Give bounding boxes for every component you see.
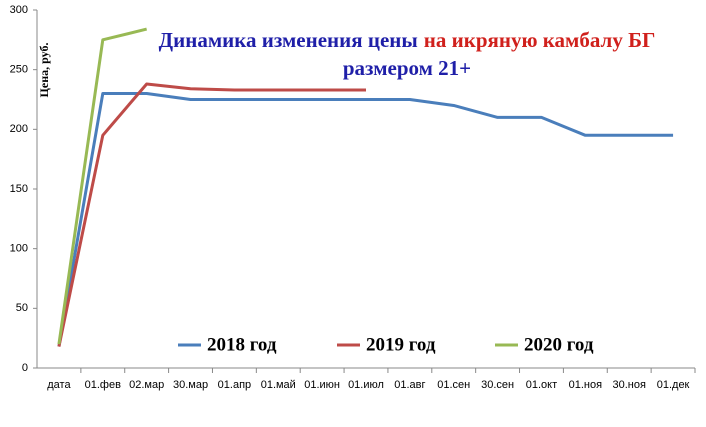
title-part: размером 21+ [343, 56, 471, 80]
title-part: Динамика изменения цены [159, 28, 418, 52]
x-tick-label: 02.мар [129, 379, 164, 391]
series-line [57, 27, 148, 345]
y-tick-label: 250 [10, 64, 28, 76]
legend-label: 2019 год [366, 334, 436, 355]
x-tick-label: 01.июн [304, 379, 340, 391]
y-axis-label: Цена, руб. [37, 43, 51, 98]
x-tick-label: 01.июл [348, 379, 384, 391]
chart-title: размером 21+ [343, 56, 471, 80]
x-tick-label: 01.сен [437, 379, 470, 391]
x-tick-label: 01.дек [657, 379, 690, 391]
y-tick-label: 50 [16, 302, 28, 314]
x-tick-label: 01.авг [394, 379, 425, 391]
title-part: на икряную камбалу БГ [424, 28, 656, 52]
series-line [57, 82, 366, 347]
y-tick-label: 100 [10, 243, 28, 255]
legend-label: 2020 год [524, 334, 594, 355]
chart-title: Динамика изменения цены на икряную камбал… [159, 28, 656, 52]
x-tick-label: 01.ноя [569, 379, 602, 391]
x-tick-label: 01.апр [218, 379, 251, 391]
x-tick-label: 01.окт [526, 379, 557, 391]
series-line [57, 92, 674, 347]
x-tick-label: дата [47, 379, 71, 391]
x-tick-label: 01.май [261, 379, 296, 391]
legend-label: 2018 год [207, 334, 277, 355]
y-tick-label: 300 [10, 4, 28, 16]
y-tick-label: 200 [10, 123, 28, 135]
x-tick-label: 30.ноя [612, 379, 645, 391]
x-tick-label: 01.фев [85, 379, 121, 391]
x-tick-label: 30.мар [173, 379, 208, 391]
y-tick-label: 150 [10, 183, 28, 195]
x-tick-label: 30.сен [481, 379, 514, 391]
y-tick-label: 0 [22, 362, 28, 374]
